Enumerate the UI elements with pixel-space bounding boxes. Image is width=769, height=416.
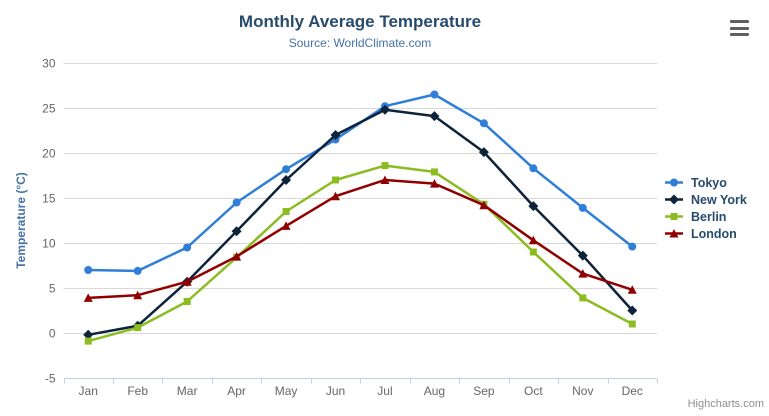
tokyo-series-marker-icon <box>665 178 683 187</box>
svg-text:Jul: Jul <box>377 384 392 398</box>
new-york-series-marker-icon <box>665 194 683 205</box>
svg-text:Nov: Nov <box>572 384 593 398</box>
legend: Tokyo New York Berlin London <box>664 174 747 242</box>
london-series-marker-icon <box>665 229 683 238</box>
legend-item-new-york[interactable]: New York <box>664 191 747 208</box>
svg-text:10: 10 <box>42 237 56 251</box>
export-menu-button[interactable] <box>730 20 749 36</box>
chart-title: Monthly Average Temperature <box>238 12 482 31</box>
svg-text:0: 0 <box>49 327 56 341</box>
svg-text:Jan: Jan <box>79 384 98 398</box>
svg-text:Oct: Oct <box>524 384 543 398</box>
svg-text:-5: -5 <box>45 372 56 386</box>
hamburger-icon <box>730 33 749 36</box>
highcharts-credit-link[interactable]: Highcharts.com <box>687 398 764 410</box>
legend-label: Tokyo <box>691 175 727 190</box>
svg-text:30: 30 <box>42 57 56 71</box>
hamburger-icon <box>730 20 749 23</box>
legend-label: London <box>691 226 737 241</box>
svg-text:Mar: Mar <box>177 384 198 398</box>
berlin-series-marker-icon <box>665 213 683 220</box>
legend-label: New York <box>691 192 747 207</box>
chart-subtitle: Source: WorldClimate.com <box>288 36 432 50</box>
svg-text:Jun: Jun <box>326 384 345 398</box>
svg-text:Temperature (°C): Temperature (°C) <box>14 172 28 269</box>
legend-item-berlin[interactable]: Berlin <box>664 208 747 225</box>
svg-text:25: 25 <box>42 102 56 116</box>
svg-text:Aug: Aug <box>424 384 445 398</box>
svg-text:Apr: Apr <box>227 384 246 398</box>
hamburger-icon <box>730 26 749 30</box>
svg-text:5: 5 <box>49 282 56 296</box>
svg-text:May: May <box>275 384 298 398</box>
svg-text:Feb: Feb <box>127 384 148 398</box>
legend-item-london[interactable]: London <box>664 225 747 242</box>
legend-label: Berlin <box>691 209 727 224</box>
svg-text:Sep: Sep <box>473 384 495 398</box>
legend-item-tokyo[interactable]: Tokyo <box>664 174 747 191</box>
svg-text:15: 15 <box>42 192 56 206</box>
svg-text:20: 20 <box>42 147 56 161</box>
svg-text:Dec: Dec <box>622 384 643 398</box>
